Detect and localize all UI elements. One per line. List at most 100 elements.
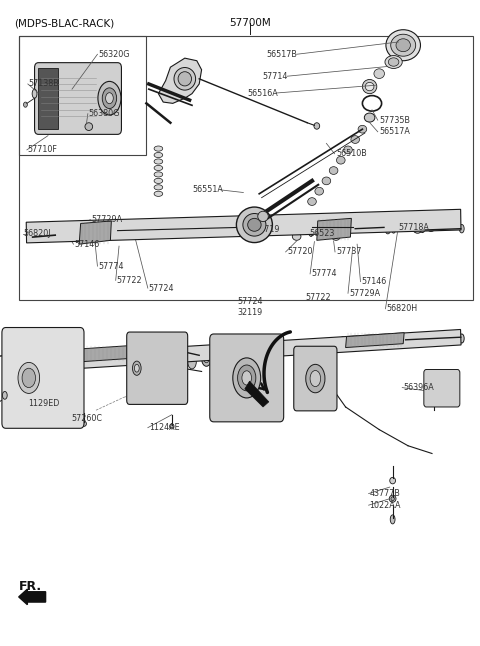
FancyBboxPatch shape bbox=[127, 332, 188, 404]
Ellipse shape bbox=[385, 227, 390, 234]
Text: 57737: 57737 bbox=[336, 247, 361, 256]
Ellipse shape bbox=[459, 334, 464, 343]
Ellipse shape bbox=[238, 365, 256, 391]
Text: 57260C: 57260C bbox=[71, 414, 102, 423]
Text: 57735B: 57735B bbox=[379, 116, 410, 125]
Ellipse shape bbox=[106, 92, 113, 103]
Ellipse shape bbox=[154, 152, 163, 158]
Ellipse shape bbox=[396, 39, 410, 52]
Ellipse shape bbox=[385, 56, 402, 68]
Ellipse shape bbox=[242, 371, 252, 385]
Text: 56516A: 56516A bbox=[248, 89, 278, 98]
Text: 57700M: 57700M bbox=[229, 18, 270, 28]
Ellipse shape bbox=[243, 213, 266, 236]
Ellipse shape bbox=[170, 424, 174, 429]
Ellipse shape bbox=[82, 421, 86, 426]
Text: 43777B: 43777B bbox=[370, 489, 400, 498]
Text: 57729A: 57729A bbox=[349, 289, 380, 298]
Ellipse shape bbox=[29, 225, 36, 237]
Ellipse shape bbox=[154, 146, 163, 151]
Text: 56523: 56523 bbox=[310, 229, 335, 238]
Text: 57724: 57724 bbox=[149, 284, 174, 293]
Ellipse shape bbox=[420, 222, 425, 233]
Text: 56820H: 56820H bbox=[386, 304, 418, 313]
Ellipse shape bbox=[154, 165, 163, 171]
Ellipse shape bbox=[310, 370, 321, 386]
Text: 56380G: 56380G bbox=[89, 109, 120, 118]
Polygon shape bbox=[346, 333, 404, 348]
Text: 57774: 57774 bbox=[311, 269, 336, 278]
Ellipse shape bbox=[258, 211, 268, 222]
Text: 57710F: 57710F bbox=[28, 145, 58, 154]
Ellipse shape bbox=[290, 225, 296, 230]
Text: 57729A: 57729A bbox=[91, 215, 122, 224]
Bar bbox=[19, 36, 473, 300]
FancyBboxPatch shape bbox=[210, 334, 284, 422]
FancyBboxPatch shape bbox=[35, 63, 121, 134]
Text: 32119: 32119 bbox=[238, 308, 263, 317]
Text: 57718A: 57718A bbox=[398, 223, 429, 232]
Ellipse shape bbox=[308, 224, 314, 236]
Ellipse shape bbox=[391, 497, 395, 501]
Ellipse shape bbox=[358, 125, 367, 133]
Ellipse shape bbox=[18, 362, 39, 393]
Text: 56396A: 56396A bbox=[403, 383, 434, 392]
Text: 1022AA: 1022AA bbox=[370, 501, 401, 510]
Text: 57724: 57724 bbox=[238, 297, 263, 306]
Text: 56820J: 56820J bbox=[23, 229, 50, 238]
Ellipse shape bbox=[390, 515, 395, 524]
Text: 57774: 57774 bbox=[98, 262, 124, 271]
Text: 57146: 57146 bbox=[74, 240, 100, 249]
Ellipse shape bbox=[427, 223, 435, 231]
Ellipse shape bbox=[459, 224, 464, 233]
FancyBboxPatch shape bbox=[294, 346, 337, 411]
FancyBboxPatch shape bbox=[424, 370, 460, 407]
Ellipse shape bbox=[132, 361, 141, 375]
Text: (MDPS-BLAC-RACK): (MDPS-BLAC-RACK) bbox=[14, 18, 115, 28]
Polygon shape bbox=[26, 209, 461, 243]
Ellipse shape bbox=[362, 79, 377, 94]
Ellipse shape bbox=[390, 477, 396, 484]
Ellipse shape bbox=[365, 82, 374, 90]
Polygon shape bbox=[158, 58, 202, 103]
Text: 56510B: 56510B bbox=[336, 149, 367, 158]
Ellipse shape bbox=[374, 68, 384, 79]
Ellipse shape bbox=[60, 231, 65, 237]
Text: 56320G: 56320G bbox=[98, 50, 130, 59]
Ellipse shape bbox=[351, 136, 360, 143]
Text: 57722: 57722 bbox=[306, 293, 331, 302]
Ellipse shape bbox=[2, 391, 7, 399]
Ellipse shape bbox=[389, 495, 396, 503]
Ellipse shape bbox=[188, 355, 196, 369]
Ellipse shape bbox=[314, 123, 320, 129]
Ellipse shape bbox=[308, 198, 316, 205]
Ellipse shape bbox=[154, 178, 163, 183]
Ellipse shape bbox=[174, 68, 196, 90]
Ellipse shape bbox=[154, 185, 163, 190]
Ellipse shape bbox=[22, 368, 36, 388]
Polygon shape bbox=[317, 218, 351, 240]
Ellipse shape bbox=[344, 146, 352, 154]
Text: 57138B: 57138B bbox=[29, 79, 60, 89]
Text: 57720: 57720 bbox=[287, 247, 312, 256]
Ellipse shape bbox=[204, 354, 209, 362]
Text: 56551A: 56551A bbox=[192, 185, 223, 194]
Text: 57146: 57146 bbox=[361, 277, 387, 286]
Text: 1124AE: 1124AE bbox=[149, 423, 180, 432]
Bar bbox=[38, 68, 58, 129]
Ellipse shape bbox=[69, 233, 73, 238]
Ellipse shape bbox=[306, 364, 325, 393]
Ellipse shape bbox=[248, 218, 261, 231]
Ellipse shape bbox=[112, 225, 118, 238]
Bar bbox=[19, 36, 146, 155]
Ellipse shape bbox=[102, 88, 117, 109]
Ellipse shape bbox=[412, 222, 423, 233]
Text: 56517A: 56517A bbox=[379, 127, 410, 136]
Ellipse shape bbox=[264, 224, 272, 231]
Ellipse shape bbox=[233, 358, 261, 398]
Ellipse shape bbox=[98, 81, 121, 115]
Text: 57714: 57714 bbox=[263, 72, 288, 81]
Ellipse shape bbox=[178, 72, 192, 86]
Ellipse shape bbox=[388, 57, 399, 66]
Text: 57722: 57722 bbox=[117, 276, 142, 285]
